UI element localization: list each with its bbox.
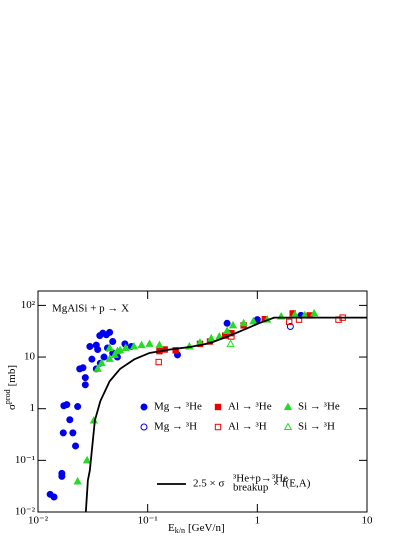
x-axis-label: Ek/n [GeV/n]: [168, 522, 225, 535]
marker: [121, 343, 130, 351]
marker: [106, 328, 114, 336]
marker: [97, 358, 106, 367]
legend-text: Al → ³He: [228, 401, 272, 413]
legend-text: Si → ³He: [298, 401, 340, 413]
marker: [155, 358, 162, 366]
legend-marker: [140, 423, 148, 431]
legend-text-sup: ³He+p→³He: [233, 473, 288, 485]
marker: [110, 350, 119, 358]
marker: [285, 318, 293, 326]
marker: [72, 442, 80, 450]
y-axis-label: σprod[mb]: [3, 365, 18, 410]
y-tick-label: 10⁻²: [15, 506, 36, 518]
y-tick-label: 10²: [21, 299, 36, 311]
y-tick-label: 10: [24, 351, 36, 363]
legend-text: Al → ³H: [228, 421, 267, 433]
legend-text: Si → ³H: [298, 421, 335, 433]
marker: [137, 340, 146, 349]
marker: [105, 343, 114, 351]
marker: [228, 320, 238, 329]
annotation: MgAlSi + p → X: [52, 303, 129, 315]
legend-marker: [283, 402, 293, 410]
marker: [81, 374, 89, 382]
marker: [100, 353, 108, 361]
legend-marker: [214, 423, 222, 431]
y-tick-label: 10⁻¹: [15, 454, 35, 466]
marker: [81, 381, 89, 389]
marker: [59, 429, 67, 437]
legend-marker: [214, 403, 222, 411]
marker: [222, 326, 232, 334]
legend-text: Mg → ³H: [154, 421, 197, 433]
legend-text: 2.5 × σ: [193, 478, 224, 490]
marker: [86, 343, 94, 351]
legend-text: × f(E,A): [273, 478, 311, 490]
legend-text-sub: breakup: [233, 482, 269, 494]
legend-text: Mg → ³He: [154, 401, 202, 413]
marker: [207, 333, 216, 342]
marker: [58, 472, 66, 480]
x-tick-label: 10⁻¹: [138, 515, 158, 527]
marker: [310, 308, 319, 317]
marker: [82, 455, 92, 464]
marker: [93, 364, 102, 372]
marker: [249, 316, 258, 325]
legend-marker: [283, 422, 293, 430]
x-tick-label: 10: [362, 515, 374, 527]
marker: [155, 340, 164, 349]
x-tick-label: 1: [255, 515, 261, 527]
marker: [79, 364, 87, 372]
plot-frame: [37, 290, 368, 513]
marker: [63, 401, 71, 409]
y-tick-label: 1: [30, 402, 36, 414]
x-tick-label: 10⁻²: [28, 515, 49, 527]
legend-marker: [140, 403, 148, 411]
marker: [66, 416, 74, 424]
marker: [172, 347, 179, 354]
marker: [113, 346, 122, 355]
marker: [145, 339, 154, 347]
marker: [129, 341, 139, 350]
marker: [109, 337, 117, 345]
marker: [105, 354, 114, 362]
marker: [73, 476, 82, 485]
marker: [286, 323, 294, 331]
marker: [223, 319, 231, 327]
marker: [74, 403, 82, 411]
marker: [88, 355, 96, 363]
curve: [84, 316, 367, 513]
marker: [69, 429, 77, 437]
marker: [226, 339, 235, 347]
marker: [239, 318, 248, 327]
marker: [50, 493, 58, 501]
marker: [94, 346, 102, 354]
